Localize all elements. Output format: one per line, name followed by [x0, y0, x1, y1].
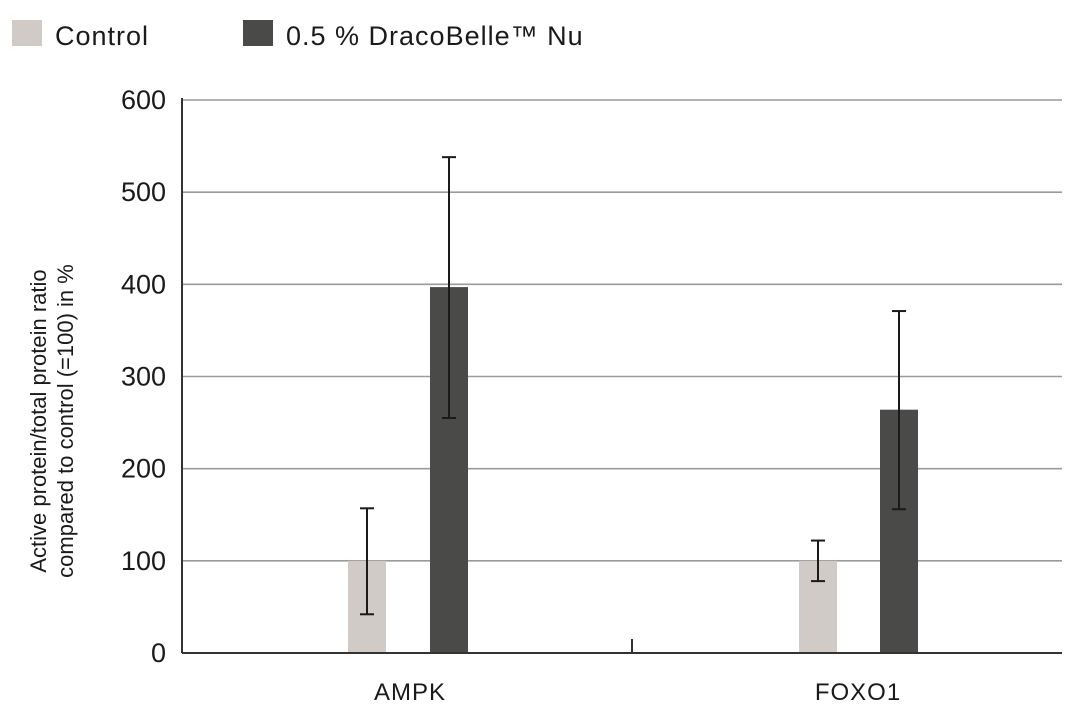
y-tick-label: 300	[121, 362, 166, 392]
legend-label: Control	[55, 21, 149, 51]
bars	[348, 287, 918, 653]
category-label: FOXO1	[815, 679, 901, 706]
y-axis-label: Active protein/total protein ratio compar…	[26, 264, 78, 578]
y-tick-label: 100	[121, 546, 166, 576]
y-tick-labels: 0 100 200 300 400 500 600	[121, 85, 166, 668]
y-tick-label: 500	[121, 177, 166, 207]
legend-swatch	[12, 20, 42, 46]
legend-swatch	[243, 20, 273, 46]
legend: Control 0.5 % DracoBelle™ Nu	[12, 20, 584, 51]
legend-label: 0.5 % DracoBelle™ Nu	[286, 21, 584, 51]
y-tick-label: 0	[151, 638, 166, 668]
y-tick-label: 200	[121, 454, 166, 484]
category-label: AMPK	[374, 679, 446, 706]
axes	[182, 98, 1062, 653]
y-axis-label-line: compared to control (=100) in %	[53, 264, 78, 578]
y-axis-label-line: Active protein/total protein ratio	[26, 269, 51, 572]
y-tick-label: 600	[121, 85, 166, 115]
gridlines	[182, 100, 1062, 561]
category-labels: AMPK FOXO1	[374, 679, 901, 706]
y-tick-label: 400	[121, 269, 166, 299]
